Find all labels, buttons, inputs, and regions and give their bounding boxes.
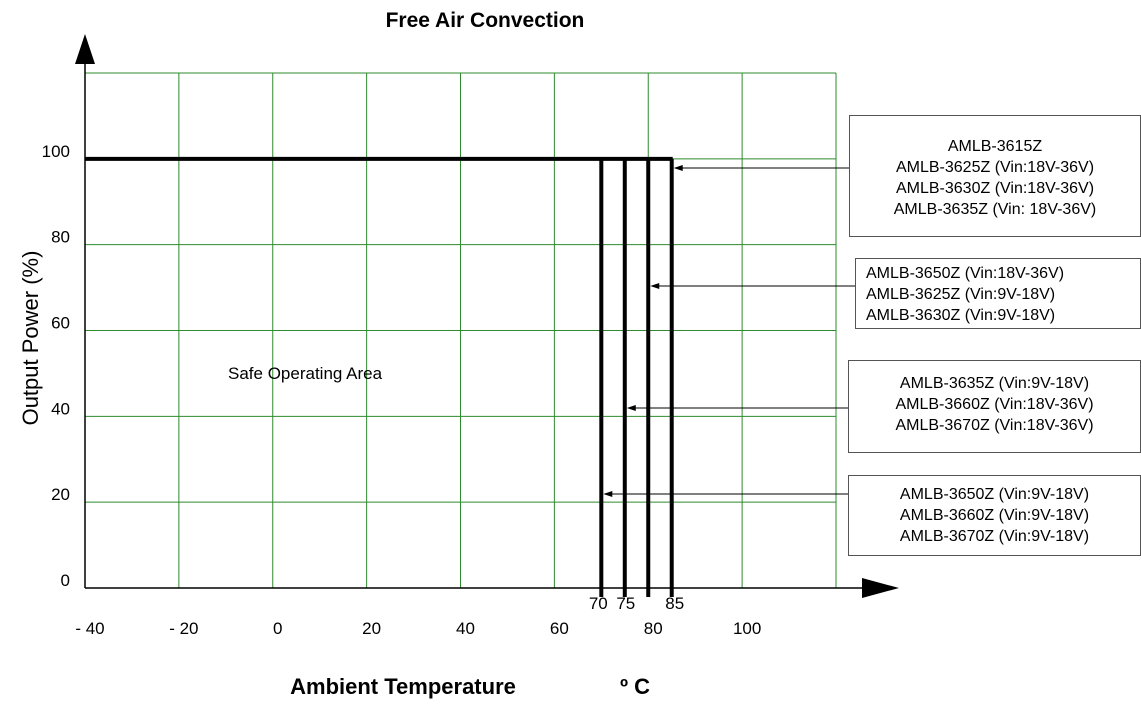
grid bbox=[84, 72, 837, 589]
legend-entry: AMLB-3630Z (Vin:18V-36V) bbox=[895, 180, 1095, 197]
tick-labels: 0 20 40 60 80 100 - 40 - 20 0 20 40 60 80 100 70 75 85 bbox=[42, 142, 762, 638]
legend-entry: AMLB-3650Z (Vin:18V-36V) bbox=[866, 265, 1065, 282]
y-tick-label: 20 bbox=[51, 485, 70, 504]
legend-entry: AMLB-3650Z (Vin:9V-18V) bbox=[899, 486, 1090, 503]
legend-entry: AMLB-3635Z (Vin:9V-18V) bbox=[899, 375, 1090, 392]
legend-box: AMLB-3650Z (Vin:18V-36V) AMLB-3625Z (Vin:… bbox=[855, 258, 1141, 329]
y-tick-label: 80 bbox=[51, 228, 70, 247]
x-tick-label: - 20 bbox=[169, 619, 198, 638]
y-tick-label: 60 bbox=[51, 314, 70, 333]
x-tick-label: 60 bbox=[550, 619, 569, 638]
legend-arrows bbox=[603, 165, 855, 497]
legend-entry: AMLB-3615Z bbox=[947, 138, 1043, 155]
chart-title: Free Air Convection bbox=[386, 9, 585, 32]
legend-entry: AMLB-3635Z (Vin: 18V-36V) bbox=[893, 201, 1097, 218]
x-tick-label: 100 bbox=[733, 619, 761, 638]
y-axis-label: Output Power (%) bbox=[18, 251, 43, 426]
leader-arrowhead bbox=[603, 491, 613, 497]
legend-box: AMLB-3650Z (Vin:9V-18V) AMLB-3660Z (Vin:9… bbox=[848, 475, 1141, 556]
y-tick-label: 40 bbox=[51, 399, 70, 418]
derating-curves bbox=[85, 156, 674, 597]
x-axis-arrowhead bbox=[862, 578, 899, 598]
safe-area-annotation: Safe Operating Area bbox=[228, 364, 383, 383]
leader-arrowhead bbox=[626, 405, 636, 411]
cutoff-label: 85 bbox=[665, 594, 684, 613]
legend-entry: AMLB-3625Z (Vin:18V-36V) bbox=[895, 159, 1095, 176]
x-tick-label: 0 bbox=[273, 619, 282, 638]
leader-arrowhead bbox=[650, 283, 660, 289]
y-tick-label: 100 bbox=[42, 142, 70, 161]
x-tick-label: - 40 bbox=[75, 619, 104, 638]
x-axis-unit: º C bbox=[620, 674, 650, 699]
legend-entry: AMLB-3660Z (Vin:9V-18V) bbox=[899, 507, 1090, 524]
leader-arrowhead bbox=[673, 165, 683, 171]
legend-entry: AMLB-3660Z (Vin:18V-36V) bbox=[895, 396, 1094, 413]
cutoff-label: 70 bbox=[589, 594, 608, 613]
legend-box: AMLB-3615Z AMLB-3625Z (Vin:18V-36V) AMLB-3… bbox=[849, 115, 1141, 237]
legend-entry: AMLB-3630Z (Vin:9V-18V) bbox=[866, 307, 1056, 324]
y-axis-arrowhead bbox=[75, 34, 95, 64]
legend-entry: AMLB-3670Z (Vin:18V-36V) bbox=[895, 417, 1094, 434]
legend-box: AMLB-3635Z (Vin:9V-18V) AMLB-3660Z (Vin:1… bbox=[848, 360, 1141, 453]
x-tick-label: 20 bbox=[362, 619, 381, 638]
legend-entry: AMLB-3670Z (Vin:9V-18V) bbox=[899, 528, 1090, 545]
cutoff-label: 75 bbox=[616, 594, 635, 613]
x-tick-label: 40 bbox=[456, 619, 475, 638]
x-axis-label: Ambient Temperature bbox=[290, 674, 516, 699]
axes bbox=[75, 34, 899, 598]
x-tick-label: 80 bbox=[644, 619, 663, 638]
y-tick-label: 0 bbox=[61, 571, 70, 590]
legend-entry: AMLB-3625Z (Vin:9V-18V) bbox=[866, 286, 1056, 303]
